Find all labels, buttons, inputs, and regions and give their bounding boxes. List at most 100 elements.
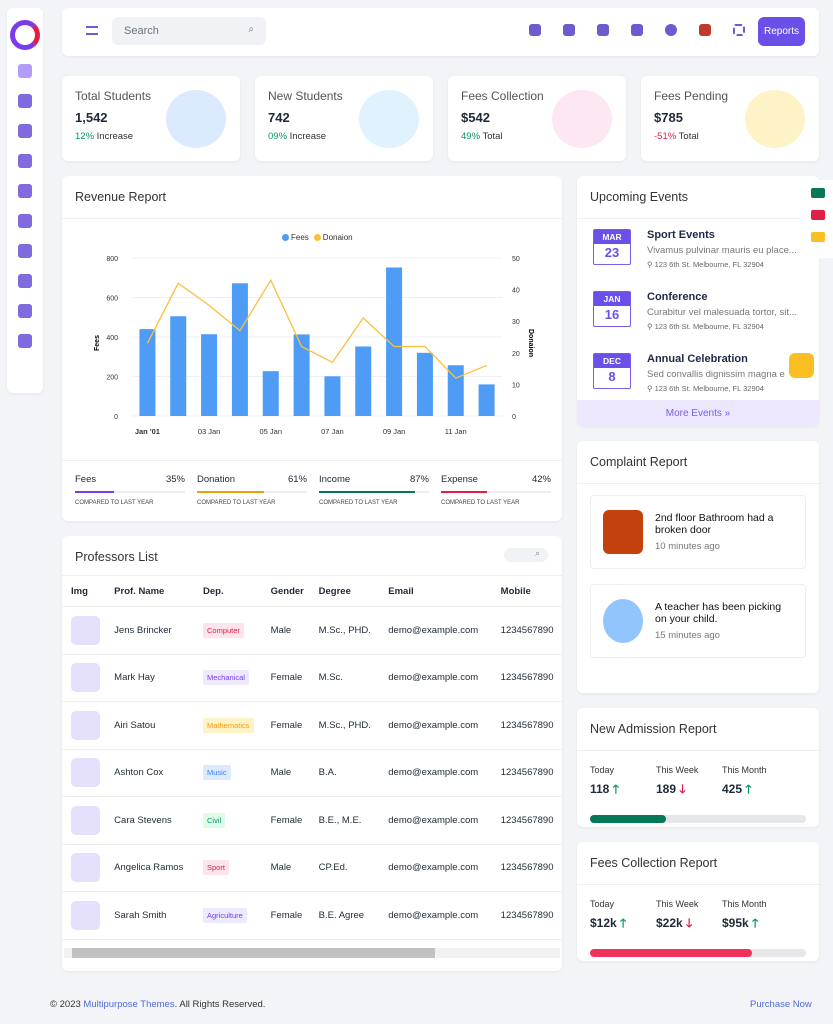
table-search[interactable]: ⌕ bbox=[504, 548, 548, 562]
report-stat: This Month 425 🡑 bbox=[722, 765, 767, 796]
y2-tick-label: 20 bbox=[512, 351, 520, 358]
chat-icon[interactable] bbox=[665, 24, 677, 36]
avatar bbox=[71, 758, 100, 788]
event-item[interactable]: DEC 8 Annual Celebration Sed convallis dig… bbox=[577, 345, 819, 407]
stat-illustration bbox=[745, 90, 805, 148]
quick-actions bbox=[802, 180, 833, 258]
admission-progress bbox=[590, 815, 806, 823]
report-stat: This Week $22k 🡓 bbox=[656, 899, 699, 930]
event-item[interactable]: MAR 23 Sport Events Vivamus pulvinar mauri… bbox=[577, 221, 819, 283]
logo[interactable] bbox=[10, 20, 40, 50]
table-row[interactable]: Airi Satou Mathematics Female M.Sc., PHD… bbox=[62, 701, 562, 750]
arrow-down-icon: 🡓 bbox=[679, 782, 686, 796]
table-row[interactable]: Mark Hay Mechanical Female M.Sc. demo@ex… bbox=[62, 654, 562, 702]
department-badge: Agriculture bbox=[203, 907, 247, 923]
library-icon[interactable] bbox=[18, 214, 32, 228]
y-tick-label: 400 bbox=[106, 335, 118, 342]
globe-icon[interactable] bbox=[18, 274, 32, 288]
search-input[interactable]: Search ⌕ bbox=[112, 17, 266, 45]
bar-fees bbox=[416, 352, 433, 416]
bar-fees bbox=[262, 371, 279, 416]
menu-icon[interactable] bbox=[86, 26, 98, 35]
revenue-chart: 0 200 400 600 800 0 10 20 30 40 50 Fees Donaion Jan '… bbox=[94, 256, 534, 436]
stat-change: -51% bbox=[654, 131, 677, 142]
column-header[interactable]: Mobile bbox=[491, 575, 562, 607]
bar-fees bbox=[447, 365, 464, 416]
stat-value: 1,542 bbox=[75, 110, 108, 125]
column-header[interactable]: Gender bbox=[261, 575, 310, 607]
column-header[interactable]: Dep. bbox=[194, 575, 262, 607]
avatar bbox=[71, 710, 100, 740]
complaint-item[interactable]: A teacher has been picking on your child… bbox=[590, 584, 806, 658]
department-badge: Music bbox=[203, 765, 231, 781]
door-illustration bbox=[603, 510, 643, 554]
bar-fees bbox=[293, 334, 310, 416]
dashboard-icon[interactable] bbox=[18, 64, 32, 78]
column-header[interactable]: Email bbox=[379, 575, 492, 607]
apps-icon[interactable] bbox=[563, 24, 575, 36]
scrollbar-thumb[interactable] bbox=[72, 948, 435, 958]
horizontal-scrollbar[interactable] bbox=[64, 948, 560, 958]
puzzle-icon[interactable] bbox=[18, 154, 32, 168]
y-axis-label: Fees bbox=[94, 335, 101, 351]
events-title: Upcoming Events bbox=[577, 176, 819, 219]
avatar bbox=[71, 663, 100, 693]
stat-illustration bbox=[359, 90, 419, 148]
bar-fees bbox=[201, 334, 218, 416]
progress-fill bbox=[75, 491, 114, 493]
warning-icon[interactable] bbox=[18, 334, 32, 348]
department-badge: Mechanical bbox=[203, 670, 249, 686]
complaint-item[interactable]: 2nd floor Bathroom had a broken door 10 m… bbox=[590, 495, 806, 569]
purchase-now-link[interactable]: Purchase Now bbox=[750, 999, 812, 1010]
legend-fees-marker bbox=[282, 234, 289, 241]
table-row[interactable]: Sarah Smith Agriculture Female B.E. Agre… bbox=[62, 891, 562, 940]
arrow-up-icon: 🡑 bbox=[752, 916, 759, 930]
table-row[interactable]: Angelica Ramos Sport Male CP.Ed. demo@ex… bbox=[62, 844, 562, 892]
bell-icon[interactable] bbox=[529, 24, 541, 36]
flag-icon[interactable] bbox=[699, 24, 711, 36]
reports-button[interactable]: Reports bbox=[757, 17, 805, 46]
avatar bbox=[71, 615, 100, 645]
complaint-report: Complaint Report 2nd floor Bathroom had … bbox=[577, 441, 819, 693]
stat-change: 12% bbox=[75, 131, 95, 142]
user-icon[interactable] bbox=[18, 124, 32, 138]
avatar bbox=[71, 805, 100, 835]
chat-fab-icon[interactable] bbox=[789, 353, 814, 378]
brand-link[interactable]: Multipurpose Themes bbox=[83, 999, 175, 1010]
arrow-up-icon: 🡑 bbox=[745, 782, 752, 796]
chat-icon[interactable] bbox=[810, 232, 825, 242]
stat-title: New Students bbox=[268, 89, 343, 103]
revenue-report: Revenue Report Fees Donaion 0 200 400 600 800… bbox=[62, 176, 562, 521]
table-row[interactable]: Cara Stevens Civil Female B.E., M.E. dem… bbox=[62, 796, 562, 845]
upcoming-events: Upcoming Events MAR 23 Sport Events Vivamu… bbox=[577, 176, 819, 426]
mail-icon[interactable] bbox=[18, 184, 32, 198]
y2-axis-label: Donaion bbox=[527, 329, 534, 357]
bar-fees bbox=[386, 267, 403, 416]
more-events-link[interactable]: More Events » bbox=[577, 400, 819, 426]
box-icon[interactable] bbox=[18, 244, 32, 258]
x-tick-label: 05 Jan bbox=[259, 427, 282, 436]
column-header[interactable]: Degree bbox=[309, 575, 380, 607]
table-row[interactable]: Jens Brincker Computer Male M.Sc., PHD. … bbox=[62, 606, 562, 655]
fullscreen-icon[interactable] bbox=[733, 24, 745, 36]
folder-icon[interactable] bbox=[597, 24, 609, 36]
event-date: JAN 16 bbox=[593, 291, 631, 327]
y2-tick-label: 40 bbox=[512, 288, 520, 295]
cart-icon[interactable] bbox=[631, 24, 643, 36]
event-date: MAR 23 bbox=[593, 229, 631, 265]
fees-collection-report: Fees Collection Report Today $12k 🡑 This W… bbox=[577, 842, 819, 961]
money-icon[interactable] bbox=[810, 188, 825, 198]
x-tick-label: 11 Jan bbox=[445, 427, 467, 436]
stat-illustration bbox=[552, 90, 612, 148]
stat-card: Total Students 1,542 12% Increase bbox=[62, 76, 240, 161]
lock-icon[interactable] bbox=[18, 304, 32, 318]
progress-donation: Donation 61% COMPARED TO LAST YEAR bbox=[197, 474, 307, 506]
image-icon[interactable] bbox=[810, 210, 825, 220]
column-header[interactable]: Img bbox=[62, 575, 106, 607]
contacts-icon[interactable] bbox=[18, 94, 32, 108]
event-item[interactable]: JAN 16 Conference Curabitur vel malesuada … bbox=[577, 283, 819, 345]
teacher-illustration bbox=[603, 599, 643, 643]
table-row[interactable]: Ashton Cox Music Male B.A. demo@example.… bbox=[62, 749, 562, 797]
column-header[interactable]: Prof. Name bbox=[105, 575, 194, 607]
bar-fees bbox=[355, 346, 372, 416]
